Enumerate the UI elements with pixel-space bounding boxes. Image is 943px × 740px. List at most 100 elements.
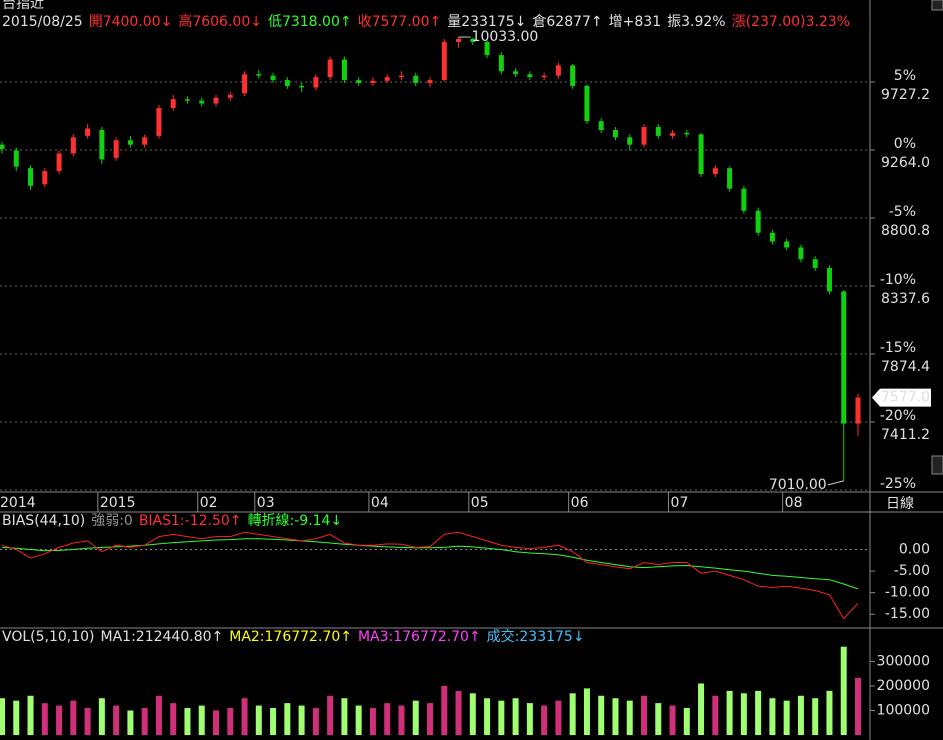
volume-bar [0,698,5,735]
volume-bar [141,708,148,735]
volume-bar [712,695,719,735]
candle-body [755,210,761,233]
y-tick-label: 8337.6 [881,291,930,307]
candle-body [242,74,248,94]
header-item: MA2:176772.70↑ [229,629,352,645]
candle-body [70,137,76,154]
volume-bar [726,690,733,735]
header-item: MA1:212440.80↑ [101,629,224,645]
candle-body [684,132,690,135]
candle-body [299,85,305,88]
header-item: 低7318.00↑ [268,14,352,30]
volume-bar [127,710,134,735]
candle-body [156,107,162,136]
volume-bar [13,700,20,735]
volume-bar [184,708,191,735]
header-item: 轉折線:-9.14↓ [248,513,343,529]
candle-body [184,99,190,101]
x-tick-label: 05 [471,495,489,511]
candle-body [741,188,747,211]
pct-tick-label: 0% [894,136,916,152]
candle-body [270,75,276,81]
candle-body [784,241,790,248]
y-tick-label: 8800.8 [881,223,930,239]
header-item: 強弱:0 [91,513,133,529]
header-item: BIAS1:-12.50↑ [139,513,242,529]
volume-bar [227,708,234,735]
x-tick-label: 2014 [0,495,36,511]
volume-bar [669,705,676,735]
header-row: 2015/08/25 開7400.00↓ 高7606.00↓ 低7318.00↑ 收75… [2,13,850,30]
header-item: 成交:233175↓ [487,628,585,645]
candle-body [370,80,376,84]
x-tick-label: 07 [671,495,689,511]
y-tick-label: 9727.2 [881,87,930,103]
candle-body [612,129,618,138]
candle-body [627,137,633,145]
volume-bar [655,703,662,735]
bias-tick-label: 0.00 [899,542,930,558]
candle-body [541,75,547,78]
candle-body [555,65,561,76]
candle-body [826,267,832,292]
volume-bar [284,703,291,735]
candle-body [641,127,647,145]
volume-bar [641,695,647,735]
scroll-button[interactable] [931,0,943,11]
candle-body [484,41,490,56]
pct-tick-label: -20% [880,408,916,424]
header-item: MA3:176772.70↑ [358,629,481,645]
volume-bar [626,700,633,735]
candle-body [670,132,676,136]
volume-bar [769,698,776,735]
volume-bar [70,700,77,735]
scroll-thumb[interactable] [931,455,943,475]
candle-body [812,259,818,268]
volume-bar [84,708,91,735]
candle-body [598,121,604,130]
pct-tick-label: -5% [889,204,916,220]
volume-bar [56,705,63,735]
candle-body [769,232,775,242]
volume-bar [683,708,690,735]
candle-body [413,75,419,84]
volume-bar [41,703,48,735]
candle-body [13,150,19,167]
candle-body [456,38,462,42]
volume-bar [698,683,705,735]
candle-body [0,144,5,150]
volume-bar [484,698,491,735]
volume-bar [583,688,590,735]
candle-body [712,168,718,175]
candle-body [855,397,861,424]
bias-line [1,531,859,620]
volume-bar [213,710,219,735]
header-item: 收7577.00↑ [358,14,442,30]
header-item: 開7400.00↓ [89,14,173,30]
volume-bar [826,690,833,735]
volume-bar [27,695,34,735]
candle-body [427,80,433,84]
volume-bar [198,705,205,735]
volume-bar [355,705,362,735]
candle-body [570,65,576,86]
volume-bar [755,690,762,735]
candle-body [698,134,704,175]
candle-body [85,128,91,136]
volume-bar [341,698,348,735]
last-price-label: 7577.0 [881,390,930,406]
vol-tick-label: 100000 [877,702,930,718]
volume-bar [155,695,162,735]
candle-body [356,80,362,84]
candle-body [56,153,62,172]
annotation-high: 10033.00 [472,29,539,45]
volume-bar [812,698,819,735]
candle-body [727,168,733,189]
candle-body [798,247,804,260]
header-item: 量233175↓ [447,14,526,30]
header-item: 高7606.00↓ [178,13,262,30]
period-label[interactable]: 日線 [886,496,914,512]
header-row: VOL(5,10,10) MA1:212440.80↑ MA2:176772.70↑… [2,628,585,645]
